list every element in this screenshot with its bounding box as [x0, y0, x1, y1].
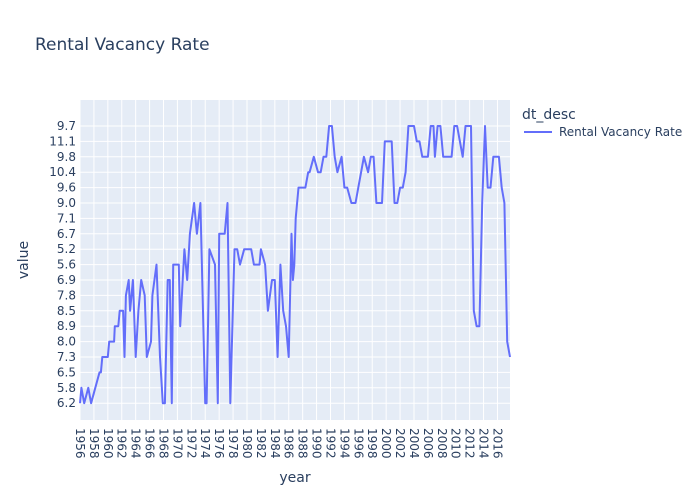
- series-line[interactable]: [79, 125, 511, 405]
- x-tick-label: 1988: [296, 428, 310, 459]
- x-tick-label: 1984: [268, 428, 282, 459]
- x-tick-label: 1970: [170, 428, 184, 459]
- x-axis-ticks: 1956 1958 1960 1962 1964 1966 1968 1970 1972 1974…: [73, 428, 504, 459]
- x-tick-label: 1982: [254, 428, 268, 459]
- x-tick-label: 1992: [323, 428, 337, 459]
- legend[interactable]: dt_desc Rental Vacancy Rate: [522, 107, 682, 139]
- y-tick-label: 11.1: [49, 134, 76, 148]
- y-tick-label: 5.2: [57, 242, 76, 256]
- y-tick-label: 10.4: [49, 165, 76, 179]
- x-tick-label: 2006: [421, 428, 435, 459]
- y-tick-label: 8.0: [57, 335, 76, 349]
- y-tick-label: 6.5: [57, 365, 76, 379]
- x-tick-label: 1994: [337, 428, 351, 459]
- y-tick-label: 6.7: [57, 227, 76, 241]
- x-tick-label: 2008: [435, 428, 449, 459]
- series-layer: [79, 125, 511, 405]
- y-tick-label: 6.9: [57, 273, 76, 287]
- legend-title: dt_desc: [522, 107, 576, 123]
- y-tick-label: 9.6: [57, 181, 76, 195]
- x-tick-label: 2010: [449, 428, 463, 459]
- x-tick-label: 1972: [184, 428, 198, 459]
- x-tick-label: 1958: [87, 428, 101, 459]
- x-tick-label: 1974: [198, 428, 212, 459]
- x-tick-label: 1956: [73, 428, 87, 459]
- x-tick-label: 1960: [101, 428, 115, 459]
- x-tick-label: 1986: [282, 428, 296, 459]
- x-tick-label: 1976: [212, 428, 226, 459]
- x-tick-label: 1980: [240, 428, 254, 459]
- x-tick-label: 1990: [310, 428, 324, 459]
- y-tick-label: 8.5: [57, 304, 76, 318]
- x-tick-label: 1962: [115, 428, 129, 459]
- chart-title: Rental Vacancy Rate: [35, 35, 210, 55]
- x-tick-label: 1966: [143, 428, 157, 459]
- y-axis-ticks: 6.25.86.57.38.08.98.57.86.95.65.26.77.19…: [49, 119, 76, 410]
- y-axis-title: value: [16, 241, 32, 279]
- y-tick-label: 6.2: [57, 396, 76, 410]
- x-tick-label: 2012: [463, 428, 477, 459]
- x-tick-label: 1964: [129, 428, 143, 459]
- legend-item-label: Rental Vacancy Rate: [559, 125, 682, 139]
- y-tick-label: 5.8: [57, 381, 76, 395]
- x-tick-label: 1978: [226, 428, 240, 459]
- y-tick-label: 9.0: [57, 196, 76, 210]
- y-tick-label: 7.1: [57, 211, 76, 225]
- y-tick-label: 8.9: [57, 319, 76, 333]
- x-tick-label: 1998: [365, 428, 379, 459]
- x-tick-label: 2000: [379, 428, 393, 459]
- y-tick-label: 9.8: [57, 150, 76, 164]
- x-tick-label: 2014: [477, 428, 491, 459]
- x-tick-label: 1996: [351, 428, 365, 459]
- x-tick-label: 2002: [393, 428, 407, 459]
- y-tick-label: 9.7: [57, 119, 76, 133]
- x-tick-label: 2004: [407, 428, 421, 459]
- y-tick-label: 5.6: [57, 258, 76, 272]
- y-tick-label: 7.8: [57, 288, 76, 302]
- x-tick-label: 2016: [490, 428, 504, 459]
- x-axis-title: year: [279, 470, 310, 486]
- y-tick-label: 7.3: [57, 350, 76, 364]
- x-tick-label: 1968: [156, 428, 170, 459]
